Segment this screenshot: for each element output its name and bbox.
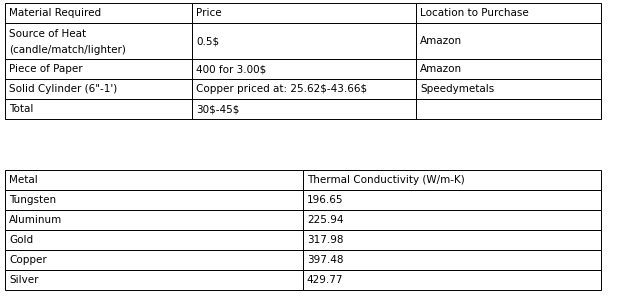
Text: Speedymetals: Speedymetals [420,84,494,94]
Bar [5,190,303,210]
Text: 429.77: 429.77 [307,275,343,285]
Text: Copper priced at: 25.62\$-43.66\$: Copper priced at: 25.62\$-43.66\$ [196,84,367,94]
Text: Total: Total [9,104,33,114]
Text: 225.94: 225.94 [307,215,343,225]
Bar [5,99,192,119]
Bar [303,190,601,210]
Bar [416,3,601,23]
Text: Material Required: Material Required [9,8,101,18]
Text: Thermal Conductivity (W/m-K): Thermal Conductivity (W/m-K) [307,175,465,185]
Text: 0.5\$: 0.5\$ [196,36,220,46]
Text: Copper: Copper [9,255,47,265]
Bar [416,79,601,99]
Text: Piece of Paper: Piece of Paper [9,64,82,74]
Text: 400 for 3.00\$: 400 for 3.00\$ [196,64,267,74]
Text: 196.65: 196.65 [307,195,343,205]
Bar [416,23,601,59]
Text: (candle/match/lighter): (candle/match/lighter) [9,45,126,54]
Text: Solid Cylinder (6"-1'): Solid Cylinder (6"-1') [9,84,117,94]
Text: Silver: Silver [9,275,38,285]
Bar [192,59,416,79]
Bar [303,210,601,230]
Bar [5,23,192,59]
Bar [416,59,601,79]
Bar [5,230,303,250]
Bar [5,270,303,290]
Text: Price: Price [196,8,222,18]
Bar [303,270,601,290]
Bar [5,59,192,79]
Text: Aluminum: Aluminum [9,215,62,225]
Text: Tungsten: Tungsten [9,195,56,205]
Text: Amazon: Amazon [420,64,462,74]
Bar [303,170,601,190]
Bar [192,99,416,119]
Bar [5,210,303,230]
Bar [5,79,192,99]
Bar [5,170,303,190]
Text: 317.98: 317.98 [307,235,343,245]
Bar [192,79,416,99]
Bar [303,230,601,250]
Text: Metal: Metal [9,175,38,185]
Text: Source of Heat: Source of Heat [9,29,86,39]
Bar [192,3,416,23]
Text: 30\$-45\$: 30\$-45\$ [196,104,240,114]
Bar [416,99,601,119]
Bar [5,3,192,23]
Bar [5,250,303,270]
Bar [192,23,416,59]
Text: Gold: Gold [9,235,33,245]
Text: Location to Purchase: Location to Purchase [420,8,529,18]
Text: 397.48: 397.48 [307,255,343,265]
Bar [303,250,601,270]
Text: Amazon: Amazon [420,36,462,46]
